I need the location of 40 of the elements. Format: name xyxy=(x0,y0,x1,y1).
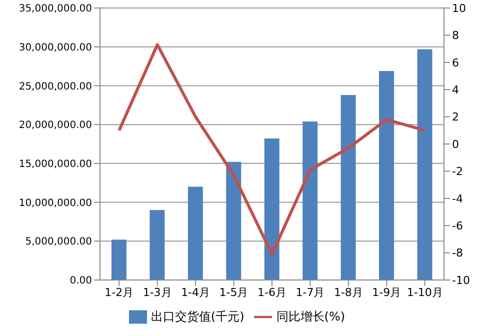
y-tick-label: 0.00 xyxy=(70,276,92,287)
y2-tick-label: 8 xyxy=(452,29,459,42)
y-tick-label: 25,000,000.00 xyxy=(18,81,92,92)
x-tick-label: 1-8月 xyxy=(334,286,363,299)
x-tick-label: 1-4月 xyxy=(181,286,210,299)
y-tick-label: 35,000,000.00 xyxy=(18,4,92,15)
y-tick-label: 5,000,000.00 xyxy=(25,236,92,248)
bar xyxy=(302,121,318,280)
y2-tick-label: -4 xyxy=(452,192,463,206)
y2-tick-label: 10 xyxy=(452,2,466,15)
x-tick-label: 1-9月 xyxy=(372,286,402,299)
x-tick-label: 1-3月 xyxy=(142,286,172,299)
bar xyxy=(417,49,432,280)
x-tick-label: 1-5月 xyxy=(219,286,248,299)
y2-tick-label: 0 xyxy=(452,138,459,151)
bar xyxy=(111,240,126,280)
x-tick-label: 1-7月 xyxy=(296,286,325,299)
bar xyxy=(188,186,203,280)
y-tick-label: 15,000,000.00 xyxy=(18,158,92,170)
x-tick-label: 1-2月 xyxy=(104,286,134,299)
line-series xyxy=(118,43,426,256)
legend-label: 同比增长(%) xyxy=(276,309,346,324)
bar xyxy=(379,70,394,280)
bar xyxy=(264,138,280,280)
y2-tick-label: -8 xyxy=(452,246,463,260)
y2-tick-label: 4 xyxy=(452,84,459,97)
bar xyxy=(226,162,242,280)
y-tick-label: 20,000,000.00 xyxy=(18,120,92,132)
legend-label: 出口交货值(千元) xyxy=(150,309,244,324)
y2-tick-label: 6 xyxy=(452,56,459,70)
y2-tick-label: -10 xyxy=(452,274,470,287)
y-tick-label: 30,000,000.00 xyxy=(18,42,92,54)
x-tick-label: 1-6月 xyxy=(258,286,286,299)
y2-tick-label: -6 xyxy=(452,220,463,233)
y2-tick-label: -2 xyxy=(452,165,463,178)
bar xyxy=(340,95,356,280)
bar xyxy=(150,210,165,280)
x-tick-label: 1-10月 xyxy=(406,286,443,299)
y2-tick-label: 2 xyxy=(452,110,459,124)
y-tick-label: 10,000,000.00 xyxy=(18,198,92,209)
